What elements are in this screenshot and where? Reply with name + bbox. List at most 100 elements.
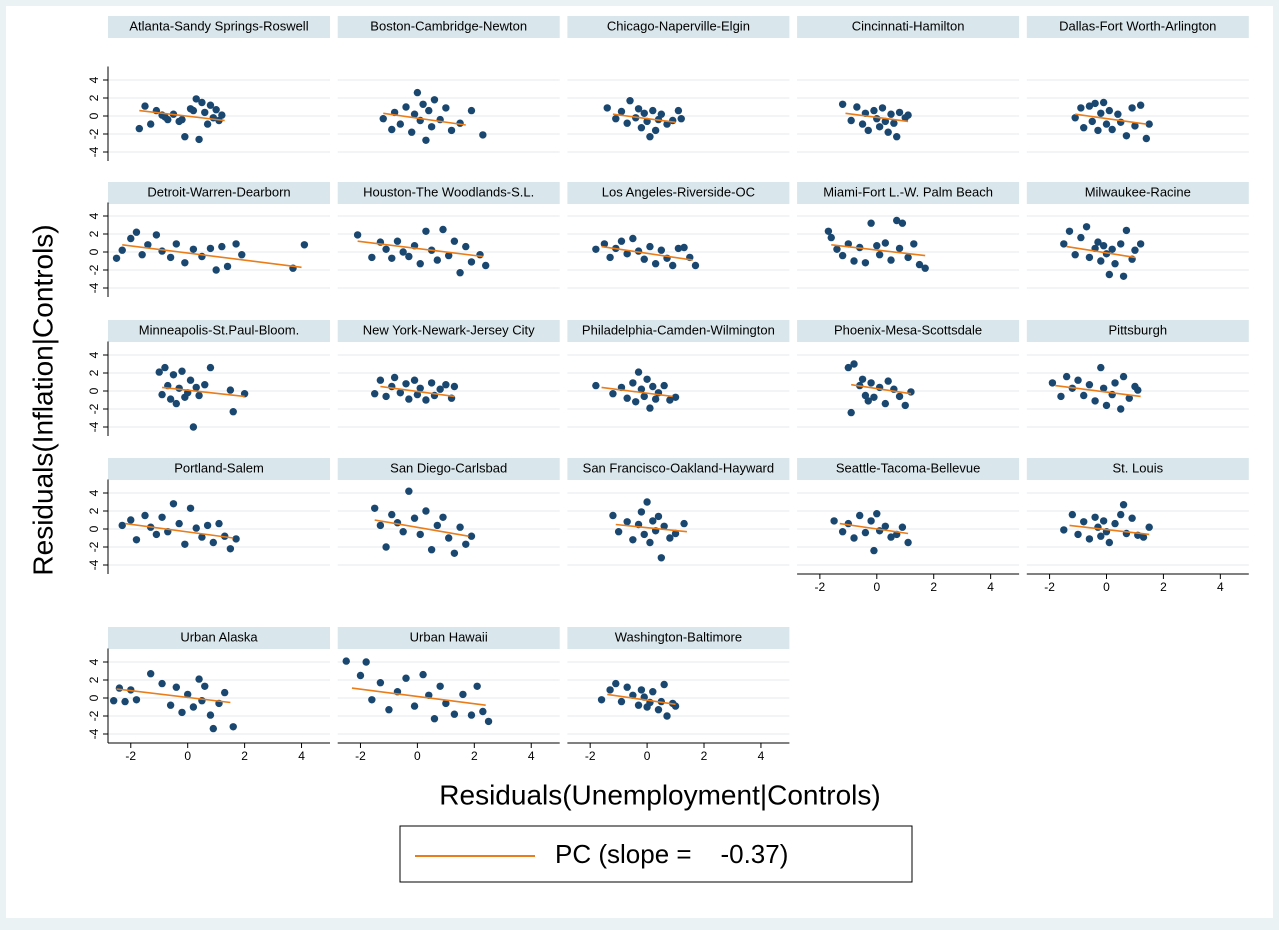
- point: [1128, 514, 1136, 522]
- point: [654, 706, 663, 714]
- point: [1128, 104, 1136, 112]
- point: [1136, 101, 1145, 109]
- point: [1094, 523, 1102, 531]
- y-tick-label: 2: [87, 676, 101, 683]
- point: [218, 111, 226, 119]
- panel-title: Philadelphia-Camden-Wilmington: [582, 322, 775, 337]
- point: [109, 697, 118, 705]
- point: [833, 245, 841, 253]
- point: [861, 259, 870, 267]
- panel-title: Boston-Cambridge-Newton: [370, 18, 527, 33]
- point: [178, 115, 186, 124]
- point: [1122, 132, 1131, 140]
- point: [1139, 533, 1148, 541]
- point: [1091, 397, 1099, 405]
- point: [666, 396, 674, 404]
- point: [433, 521, 442, 530]
- point: [649, 517, 657, 525]
- panel-title-strip: [337, 458, 560, 480]
- point: [189, 703, 198, 711]
- point: [402, 674, 410, 682]
- point: [1142, 134, 1151, 143]
- point: [402, 380, 410, 388]
- point: [856, 511, 864, 520]
- point: [356, 671, 365, 680]
- point: [158, 390, 166, 399]
- point: [118, 521, 126, 530]
- point: [459, 690, 467, 699]
- point: [626, 97, 634, 105]
- point: [1099, 242, 1108, 250]
- point: [1062, 372, 1071, 381]
- point: [209, 724, 218, 733]
- point: [640, 392, 648, 401]
- point: [824, 227, 833, 235]
- point: [1048, 379, 1057, 387]
- point: [447, 126, 456, 135]
- point: [1105, 538, 1114, 547]
- point: [637, 385, 646, 393]
- panel-title-strip: [108, 320, 330, 342]
- point: [623, 119, 631, 127]
- point: [646, 242, 654, 251]
- point: [192, 524, 200, 532]
- point: [399, 248, 407, 256]
- point: [649, 382, 657, 391]
- point: [873, 115, 881, 123]
- point: [844, 519, 853, 528]
- point: [416, 530, 424, 539]
- point: [881, 522, 890, 530]
- point: [413, 390, 422, 399]
- point: [410, 110, 419, 118]
- point: [212, 106, 220, 114]
- point: [654, 512, 663, 521]
- point: [646, 404, 654, 412]
- point: [1080, 124, 1088, 132]
- point: [467, 258, 476, 266]
- point: [203, 120, 212, 128]
- point: [450, 382, 459, 391]
- point: [884, 128, 892, 136]
- point: [838, 100, 847, 109]
- point: [186, 504, 195, 512]
- point: [1097, 257, 1105, 265]
- point: [467, 711, 476, 719]
- point: [382, 245, 390, 253]
- point: [1131, 246, 1139, 254]
- point: [915, 260, 924, 269]
- point: [1117, 510, 1125, 519]
- point: [127, 516, 135, 524]
- point: [643, 498, 651, 506]
- point: [646, 538, 654, 547]
- panel-title-strip: [1026, 320, 1249, 342]
- x-tick-label: 4: [1217, 580, 1224, 594]
- point: [629, 379, 637, 387]
- point: [1097, 363, 1105, 372]
- point: [640, 255, 648, 263]
- point: [1114, 110, 1122, 118]
- panel-title: Urban Hawaii: [410, 629, 488, 644]
- point: [1085, 102, 1094, 110]
- x-tick-label: 2: [1160, 580, 1167, 594]
- panel-title: St. Louis: [1113, 460, 1164, 475]
- panel-title-strip: [337, 627, 560, 649]
- y-tick-label: -2: [87, 128, 101, 139]
- point: [629, 536, 637, 544]
- point: [1082, 223, 1091, 231]
- point: [617, 697, 626, 706]
- point: [121, 697, 129, 706]
- point: [442, 699, 450, 708]
- point: [887, 256, 895, 264]
- y-tick-label: -2: [87, 264, 101, 275]
- point: [640, 109, 648, 118]
- fit-line: [1075, 113, 1147, 125]
- point: [442, 104, 450, 112]
- point: [189, 106, 198, 115]
- point: [870, 546, 878, 555]
- point: [362, 658, 370, 666]
- point: [870, 106, 878, 115]
- fit-line: [612, 113, 676, 124]
- point: [300, 241, 309, 249]
- point: [850, 257, 858, 265]
- point: [396, 120, 405, 128]
